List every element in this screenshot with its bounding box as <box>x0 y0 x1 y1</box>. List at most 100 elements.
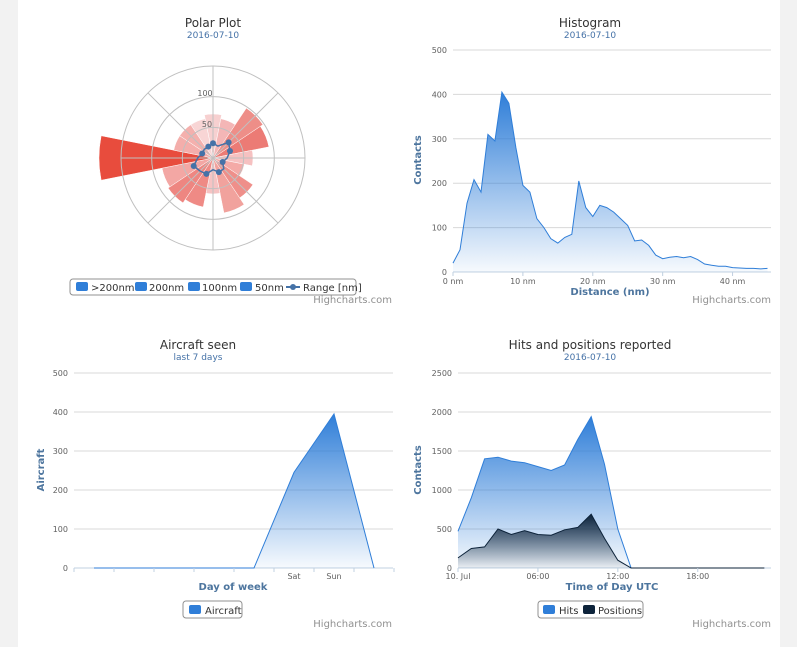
legend-item-positions[interactable]: Positions <box>583 605 642 617</box>
aircraft-x-title: Day of week <box>199 582 268 593</box>
y-tick-label: 400 <box>53 408 68 417</box>
aircraft-subtitle: last 7 days <box>174 353 223 363</box>
positions-series-area <box>458 514 765 568</box>
polar-range-point <box>203 170 210 177</box>
polar-legend: >200nm 200nm 100nm 50nm Range [nm] <box>69 278 362 296</box>
legend-swatch <box>583 605 595 614</box>
legend-swatch <box>189 605 201 614</box>
dashboard-panel <box>18 0 780 647</box>
legend-label: 200nm <box>149 283 184 294</box>
legend-label: 100nm <box>202 283 237 294</box>
legend-swatch <box>188 282 200 291</box>
legend-item-50nm[interactable]: 50nm <box>240 282 284 294</box>
y-tick-label: 1500 <box>432 447 452 456</box>
positions-series-line <box>457 513 765 569</box>
histogram-x-title: Distance (nm) <box>570 287 649 298</box>
histogram-credit[interactable]: Highcharts.com <box>692 295 771 306</box>
y-tick-label: 1000 <box>432 486 452 495</box>
hits-y-title: Contacts <box>413 445 424 495</box>
hits-legend-box <box>537 600 644 619</box>
histogram-title: Histogram <box>559 16 621 30</box>
x-tick-label: 30 nm <box>650 277 676 286</box>
legend-label: >200nm <box>91 283 135 294</box>
polar-legend-box <box>69 278 357 296</box>
polar-title: Polar Plot <box>185 16 241 30</box>
histogram-chart: Histogram 2016-07-10 0 100 200 300 400 500 0 n… <box>413 16 771 306</box>
legend-item-aircraft[interactable]: Aircraft <box>189 605 242 617</box>
y-tick-label: 500 <box>53 369 68 378</box>
histogram-series-area <box>453 92 768 272</box>
x-tick-label: 40 nm <box>720 277 746 286</box>
polar-grid-spoke <box>147 157 214 224</box>
hits-x-title: Time of Day UTC <box>566 582 659 593</box>
legend-swatch <box>240 282 252 291</box>
x-tick-label: 06:00 <box>526 572 549 581</box>
x-tick-label: 12:00 <box>606 572 629 581</box>
polar-range-point <box>210 140 216 147</box>
hits-series-area <box>458 416 765 568</box>
x-tick-label: Sun <box>326 572 341 581</box>
aircraft-y-title: Aircraft <box>36 448 47 491</box>
polar-radial-tick-50: 50 <box>202 120 212 129</box>
aircraft-title: Aircraft seen <box>160 338 236 352</box>
hits-credit[interactable]: Highcharts.com <box>692 619 771 630</box>
legend-item-hits[interactable]: Hits <box>543 605 578 617</box>
y-tick-label: 300 <box>53 447 68 456</box>
aircraft-legend: Aircraft <box>182 600 243 619</box>
y-tick-label: 200 <box>432 179 447 188</box>
polar-range-point <box>225 139 232 146</box>
y-tick-label: 300 <box>432 135 447 144</box>
polar-sector <box>212 125 270 159</box>
legend-swatch <box>135 282 147 291</box>
polar-radial-tick-100: 100 <box>197 89 212 98</box>
y-tick-label: 500 <box>437 525 452 534</box>
polar-range-point <box>226 147 233 154</box>
polar-range-series <box>190 139 233 177</box>
legend-marker <box>290 284 296 290</box>
polar-grid-spoke <box>147 92 214 159</box>
hits-chart: Hits and positions reported 2016-07-10 0… <box>413 338 771 630</box>
x-tick-label: 10 nm <box>510 277 536 286</box>
polar-range-point <box>219 158 226 165</box>
histogram-subtitle: 2016-07-10 <box>564 31 617 41</box>
legend-swatch <box>76 282 88 291</box>
aircraft-credit[interactable]: Highcharts.com <box>313 619 392 630</box>
y-tick-label: 100 <box>53 525 68 534</box>
y-tick-label: 0 <box>447 564 452 573</box>
x-tick-label: 18:00 <box>686 572 709 581</box>
aircraft-plot: 0 100 200 300 400 500 Sat Sun <box>53 369 395 581</box>
y-tick-label: 2500 <box>432 369 452 378</box>
legend-label: 50nm <box>255 283 284 294</box>
y-tick-label: 200 <box>53 486 68 495</box>
polar-range-point <box>190 162 197 169</box>
polar-range-point <box>205 143 212 150</box>
y-tick-label: 0 <box>442 268 447 277</box>
aircraft-chart: Aircraft seen last 7 days 0 100 200 300 400 5… <box>36 338 395 630</box>
aircraft-legend-box <box>182 600 243 619</box>
legend-swatch <box>543 605 555 614</box>
hits-legend: Hits Positions <box>537 600 644 619</box>
legend-item-100nm[interactable]: 100nm <box>188 282 237 294</box>
legend-label: Hits <box>559 606 578 617</box>
polar-range-point <box>215 169 222 176</box>
x-tick-label: 20 nm <box>580 277 606 286</box>
histogram-y-title: Contacts <box>413 135 424 185</box>
histogram-plot: 0 100 200 300 400 500 0 nm 10 nm 20 nm 30 nm 40 nm <box>432 46 771 286</box>
x-tick-label: 0 nm <box>443 277 464 286</box>
hits-subtitle: 2016-07-10 <box>564 353 617 363</box>
legend-item-200nm-plus[interactable]: >200nm <box>76 282 135 294</box>
hits-plot: 0 500 1000 1500 2000 2500 10. Jul 06:00 12:00 18:… <box>432 369 771 581</box>
legend-item-200nm[interactable]: 200nm <box>135 282 184 294</box>
legend-item-range[interactable]: Range [nm] <box>286 283 362 294</box>
y-tick-label: 500 <box>432 46 447 55</box>
polar-credit[interactable]: Highcharts.com <box>313 295 392 306</box>
polar-grid <box>120 65 306 251</box>
y-tick-label: 100 <box>432 224 447 233</box>
polar-subtitle: 2016-07-10 <box>187 31 240 41</box>
x-tick-label: Sat <box>287 572 300 581</box>
legend-label: Range [nm] <box>303 283 362 294</box>
aircraft-series-area <box>94 413 374 568</box>
y-tick-label: 400 <box>432 90 447 99</box>
histogram-series-line <box>452 90 768 270</box>
